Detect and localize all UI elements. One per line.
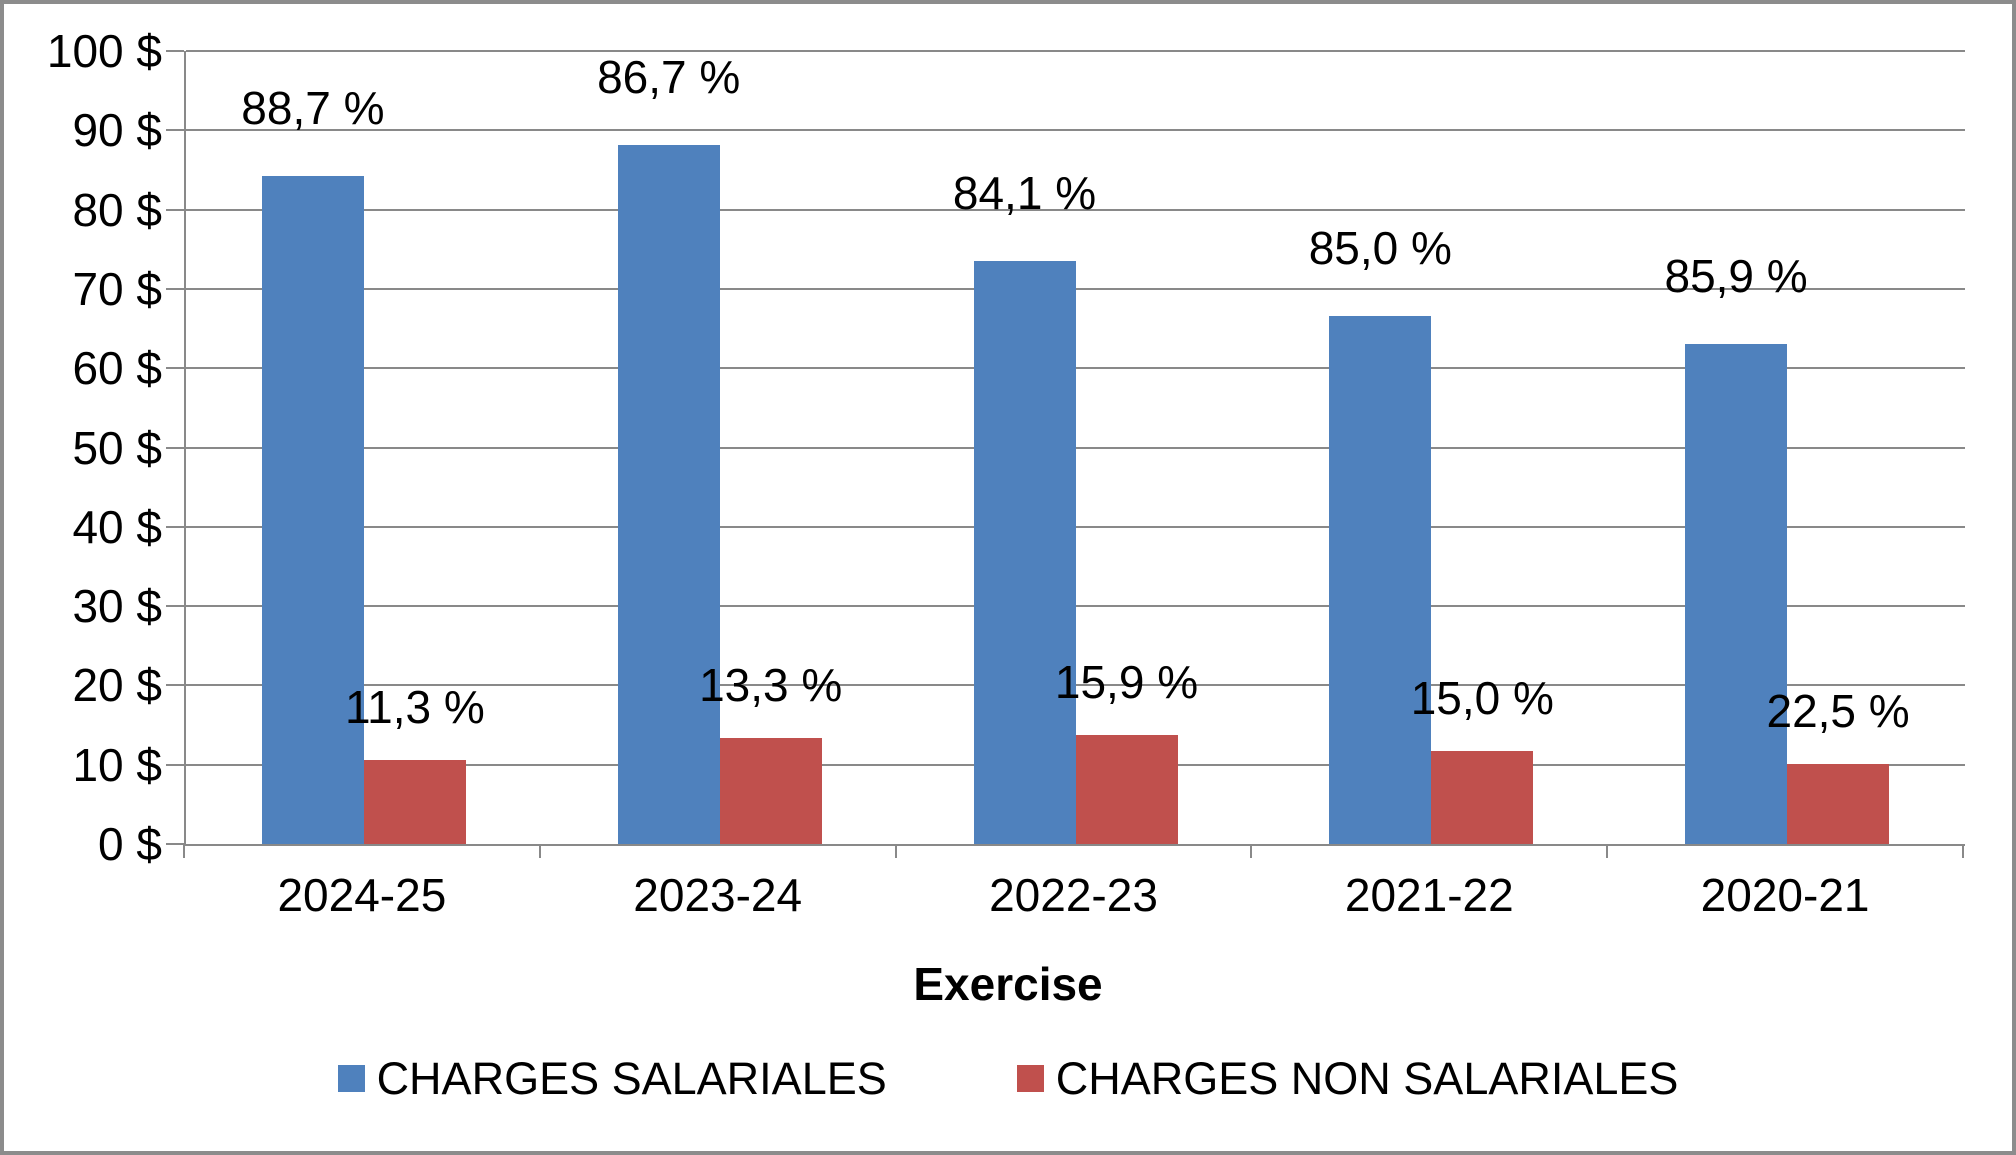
gridline	[186, 525, 1965, 528]
legend: CHARGES SALARIALES CHARGES NON SALARIALE…	[0, 1050, 2016, 1106]
plot-area: 88,7 % 86,7 % 84,1 % 85,0 % 85,9 % 11,3 % 13,3…	[184, 50, 1965, 846]
bar-data-label: 15,0 %	[1410, 672, 1554, 725]
bar-data-label: 15,9 %	[1054, 655, 1199, 708]
bar-charges-non-salariales	[1075, 734, 1178, 844]
bar-data-label: 86,7 %	[597, 50, 741, 103]
bar-charges-non-salariales	[719, 737, 822, 844]
x-axis-tick	[538, 844, 541, 858]
y-axis-tick	[166, 605, 184, 608]
y-tick-label: 100 $	[46, 25, 162, 77]
y-tick-label: 30 $	[72, 580, 162, 633]
y-tick-label: 90 $	[72, 104, 162, 157]
x-axis-tick	[894, 844, 897, 858]
x-axis-tick	[183, 844, 185, 858]
legend-color-swatch-salariales	[337, 1064, 365, 1092]
bar-data-label: 85,9 %	[1664, 249, 1808, 302]
y-axis-tick	[166, 763, 184, 766]
gridline	[186, 605, 1965, 608]
bar-data-label: 11,3 %	[344, 680, 485, 733]
bar-charges-salariales	[1685, 343, 1788, 844]
bar-data-label: 13,3 %	[699, 658, 843, 711]
x-category-label: 2020-21	[1700, 869, 1870, 921]
bar-data-label: 88,7 %	[241, 82, 385, 135]
y-axis-tick	[166, 843, 184, 845]
x-axis-tick	[1962, 844, 1964, 858]
bar-charges-salariales	[1329, 315, 1432, 844]
x-axis-title: Exercise	[913, 958, 1103, 1010]
gridline	[186, 50, 1965, 52]
y-tick-label: 40 $	[72, 500, 162, 553]
y-axis-tick	[166, 525, 184, 528]
x-category-label: 2024-25	[277, 869, 447, 921]
legend-color-swatch-non-salariales	[1016, 1064, 1044, 1092]
y-tick-label: 20 $	[72, 659, 162, 712]
bar-data-label: 85,0 %	[1308, 221, 1452, 274]
gridline	[186, 208, 1965, 211]
bar-charges-non-salariales	[1787, 763, 1890, 844]
gridline	[186, 287, 1965, 290]
y-axis-tick	[166, 446, 184, 449]
y-axis-tick	[166, 129, 184, 132]
bar-charges-non-salariales	[1431, 751, 1534, 844]
x-category-label: 2023-24	[633, 869, 803, 921]
legend-label-non-salariales: CHARGES NON SALARIALES	[1055, 1052, 1679, 1104]
x-axis-tick	[1606, 844, 1609, 858]
y-axis-tick	[166, 208, 184, 211]
bar-charges-non-salariales	[363, 759, 466, 844]
bar-charges-salariales	[617, 144, 720, 844]
legend-label-salariales: CHARGES SALARIALES	[376, 1052, 887, 1104]
y-axis-tick	[166, 50, 184, 52]
y-tick-label: 10 $	[72, 738, 162, 791]
y-tick-label: 50 $	[72, 421, 162, 474]
legend-item-charges-salariales: CHARGES SALARIALES	[337, 1052, 887, 1104]
x-category-label: 2021-22	[1344, 869, 1514, 921]
x-category-label: 2022-23	[989, 869, 1158, 921]
gridline	[186, 684, 1965, 687]
y-tick-label: 0 $	[98, 818, 162, 870]
y-axis-tick	[166, 287, 184, 290]
y-tick-label: 80 $	[72, 183, 162, 236]
x-axis-tick	[1250, 844, 1253, 858]
gridline	[186, 129, 1965, 132]
bar-data-label: 84,1 %	[952, 167, 1097, 220]
y-axis-tick	[166, 684, 184, 687]
bar-charges-salariales	[973, 261, 1076, 844]
gridline	[186, 367, 1965, 370]
bar-data-label: 22,5 %	[1766, 684, 1910, 737]
y-axis-tick	[166, 367, 184, 370]
gridline	[186, 446, 1965, 449]
y-tick-label: 70 $	[72, 262, 162, 315]
y-tick-label: 60 $	[72, 342, 162, 395]
bar-charges-salariales	[261, 176, 364, 844]
legend-item-charges-non-salariales: CHARGES NON SALARIALES	[1016, 1052, 1679, 1104]
